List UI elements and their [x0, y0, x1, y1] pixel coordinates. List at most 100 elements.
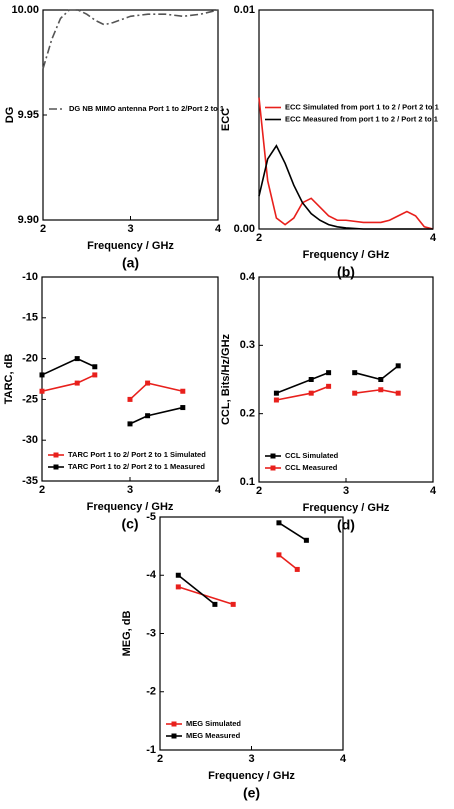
data-point	[308, 390, 314, 396]
legend-label: TARC Port 1 to 2/ Port 2 to 1 Measured	[68, 462, 205, 471]
series-line	[42, 9, 219, 70]
y-tick-label: -3	[146, 627, 156, 639]
x-tick-label: 2	[39, 484, 45, 496]
data-point	[303, 537, 309, 543]
panel-label: (e)	[243, 785, 260, 801]
legend-marker	[53, 452, 59, 458]
series-line	[178, 554, 298, 606]
data-point	[230, 601, 236, 607]
data-point	[352, 390, 358, 396]
data-point	[180, 388, 186, 394]
y-tick-label: 9.95	[18, 109, 39, 121]
y-tick-label: -2	[146, 686, 156, 698]
legend-marker	[270, 453, 276, 459]
data-point	[273, 397, 279, 403]
data-point	[175, 572, 181, 578]
y-tick-label: -5	[146, 511, 156, 523]
x-tick-label: 3	[127, 223, 133, 235]
x-tick-label: 3	[127, 484, 133, 496]
y-tick-label: 10.00	[11, 4, 39, 16]
x-tick-label: 4	[215, 223, 222, 235]
y-axis-label: TARC, dB	[3, 354, 15, 405]
x-axis-label: Frequency / GHz	[87, 501, 174, 513]
series-line	[258, 97, 434, 230]
y-tick-label: 0.00	[234, 223, 255, 235]
data-point	[127, 396, 133, 402]
data-point	[175, 584, 181, 590]
data-point	[308, 377, 314, 382]
legend-label: DG NB MIMO antenna Port 1 to 2/Port 2 to…	[69, 104, 224, 113]
y-tick-label: -10	[22, 271, 38, 283]
data-point	[378, 377, 384, 382]
data-point	[276, 552, 282, 558]
series-line	[258, 144, 433, 230]
series-line	[41, 357, 183, 425]
data-point	[273, 390, 279, 396]
panel-label: (a)	[122, 255, 139, 271]
panel-label: (d)	[337, 517, 355, 533]
legend-marker	[171, 721, 177, 727]
series-line	[177, 522, 307, 606]
panel-label: (c)	[121, 516, 138, 532]
x-axis-label: Frequency / GHz	[87, 240, 174, 252]
legend-label: MEG Simulated	[186, 719, 241, 728]
panel-label: (b)	[337, 264, 355, 280]
series-line	[41, 374, 183, 400]
data-point	[326, 383, 332, 389]
data-point	[294, 566, 300, 572]
x-tick-label: 3	[248, 753, 254, 765]
data-point	[276, 520, 282, 526]
y-tick-label: 9.90	[18, 214, 39, 226]
x-tick-label: 2	[256, 485, 262, 497]
data-point	[395, 390, 401, 396]
x-axis-label: Frequency / GHz	[303, 502, 390, 514]
x-tick-label: 4	[430, 485, 437, 497]
legend-label: ECC Measured from port 1 to 2 / Port 2 t…	[285, 114, 438, 123]
y-tick-label: -4	[146, 569, 157, 581]
x-tick-label: 2	[256, 232, 262, 244]
y-tick-label: -1	[146, 744, 156, 756]
y-tick-label: 0.3	[240, 339, 255, 351]
legend-marker	[270, 465, 276, 471]
y-tick-label: 0.4	[240, 271, 256, 283]
x-axis-label: Frequency / GHz	[208, 770, 295, 782]
plot-frame	[258, 9, 434, 230]
y-tick-label: -15	[22, 312, 38, 324]
y-tick-label: 0.01	[234, 4, 255, 16]
data-point	[39, 388, 45, 394]
data-point	[352, 370, 358, 376]
x-tick-label: 3	[343, 485, 349, 497]
data-point	[127, 421, 133, 427]
data-point	[74, 380, 80, 386]
y-tick-label: 0.1	[240, 476, 255, 488]
data-point	[326, 370, 332, 376]
data-point	[378, 387, 384, 393]
y-tick-label: -30	[22, 434, 38, 446]
data-point	[92, 372, 98, 378]
legend-label: CCL Simulated	[285, 451, 339, 460]
y-axis-label: MEG, dB	[121, 611, 133, 657]
x-tick-label: 2	[40, 223, 46, 235]
data-point	[74, 356, 80, 362]
y-axis-label: CCL, Bits/Hz/GHz	[220, 333, 232, 425]
data-point	[212, 601, 218, 607]
legend-marker	[171, 733, 177, 739]
y-tick-label: -20	[22, 353, 38, 365]
legend-label: ECC Simulated from port 1 to 2 / Port 2 …	[285, 102, 439, 111]
x-tick-label: 2	[157, 753, 163, 765]
data-point	[39, 372, 45, 378]
plot-frame	[159, 516, 344, 751]
x-tick-label: 4	[430, 232, 437, 244]
data-point	[145, 413, 151, 419]
data-point	[180, 405, 186, 411]
data-point	[395, 363, 401, 369]
y-axis-label: DG	[4, 107, 16, 124]
y-tick-label: -35	[22, 475, 38, 487]
legend-label: TARC Port 1 to 2/ Port 2 to 1 Simulated	[68, 450, 206, 459]
y-axis-label: ECC	[220, 108, 232, 131]
legend-label: MEG Measured	[186, 731, 241, 740]
plot-frame	[42, 9, 219, 221]
y-tick-label: 0.2	[240, 408, 255, 420]
